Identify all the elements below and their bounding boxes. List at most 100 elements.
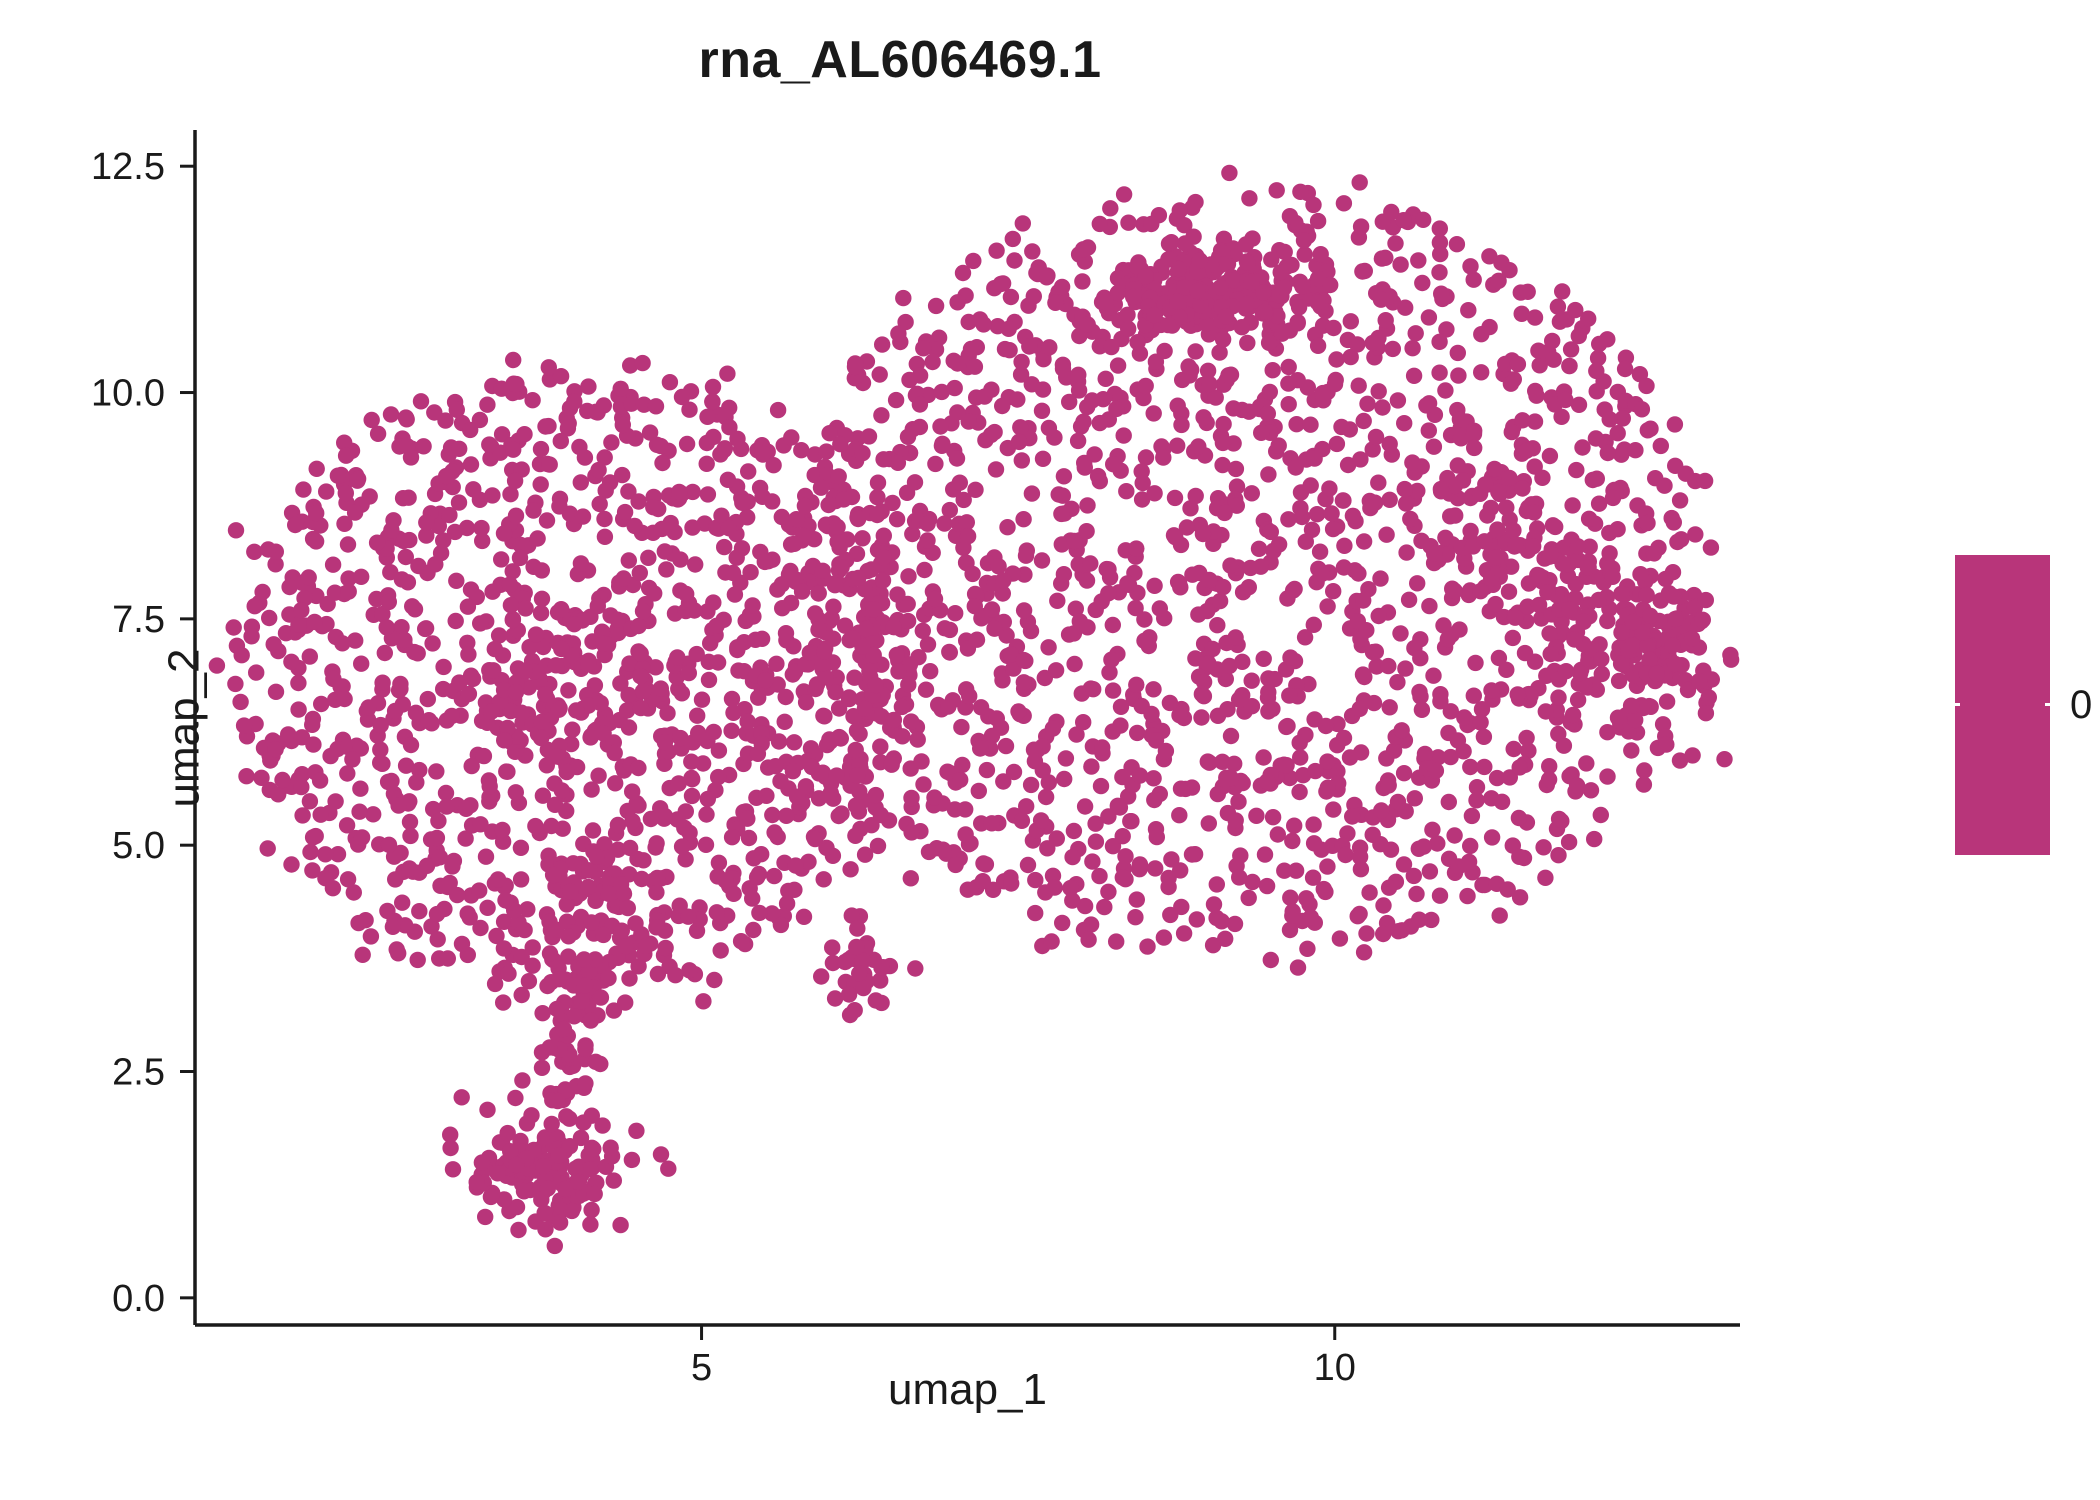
scatter-point [1001,321,1017,337]
scatter-point [451,441,467,457]
scatter-point [1206,896,1222,912]
scatter-point [1520,284,1536,300]
scatter-point [854,445,870,461]
scatter-point [657,543,673,559]
scatter-point [1176,925,1192,941]
scatter-point [465,671,481,687]
scatter-point [534,1005,550,1021]
scatter-point [1355,592,1371,608]
scatter-point [1716,751,1732,767]
scatter-point [1239,255,1255,271]
scatter-point [447,524,463,540]
scatter-point [848,742,864,758]
scatter-point [387,703,403,719]
scatter-point [620,687,636,703]
scatter-point [884,757,900,773]
scatter-point [894,728,910,744]
scatter-point [1115,869,1131,885]
scatter-point [993,276,1009,292]
scatter-point [979,762,995,778]
scatter-point [1398,803,1414,819]
scatter-point [627,518,643,534]
scatter-point [1368,429,1384,445]
scatter-point [1325,521,1341,537]
scatter-point [1588,363,1604,379]
scatter-point [1551,811,1567,827]
scatter-point [603,434,619,450]
scatter-point [385,919,401,935]
scatter-point [1488,549,1504,565]
scatter-point [1074,273,1090,289]
scatter-point [1210,786,1226,802]
scatter-point [1371,383,1387,399]
scatter-point [1066,823,1082,839]
scatter-point [1378,527,1394,543]
scatter-point [401,860,417,876]
scatter-point [1601,545,1617,561]
scatter-point [1623,698,1639,714]
scatter-point [1088,834,1104,850]
scatter-point [1424,822,1440,838]
scatter-point [1703,539,1719,555]
scatter-point [1627,712,1643,728]
scatter-point [1565,707,1581,723]
scatter-point [1325,583,1341,599]
scatter-point [1432,246,1448,262]
svg-text:0.0: 0.0 [112,1278,165,1320]
scatter-point [1526,504,1542,520]
scatter-point [1568,462,1584,478]
scatter-point [1102,569,1118,585]
scatter-point [1292,749,1308,765]
scatter-point [500,966,516,982]
scatter-point [1667,416,1683,432]
scatter-point [868,992,884,1008]
scatter-point [1385,341,1401,357]
scatter-point [919,532,935,548]
scatter-point [1290,315,1306,331]
scatter-point [381,837,397,853]
scatter-point [539,978,555,994]
scatter-point [1333,419,1349,435]
scatter-point [777,714,793,730]
scatter-point [1525,538,1541,554]
scatter-point [724,691,740,707]
scatter-point [1018,798,1034,814]
scatter-point [1105,456,1121,472]
scatter-point [959,514,975,530]
scatter-point [674,685,690,701]
scatter-point [870,475,886,491]
scatter-point [1039,267,1055,283]
scatter-point [1574,439,1590,455]
scatter-point [1528,388,1544,404]
scatter-point [1428,763,1444,779]
scatter-point [1011,434,1027,450]
scatter-point [757,554,773,570]
scatter-point [523,1107,539,1123]
scatter-point [1695,612,1711,628]
scatter-point [1610,710,1626,726]
scatter-point [1146,792,1162,808]
scatter-point [1149,829,1165,845]
scatter-point [1138,378,1154,394]
scatter-point [1447,583,1463,599]
scatter-point [876,528,892,544]
scatter-point [1356,669,1372,685]
scatter-point [1071,382,1087,398]
scatter-point [768,656,784,672]
scatter-point [227,676,243,692]
scatter-point [516,663,532,679]
scatter-point [1253,425,1269,441]
scatter-point [1244,485,1260,501]
scatter-point [267,741,283,757]
scatter-point [1543,546,1559,562]
scatter-point [1260,703,1276,719]
scatter-point [1218,308,1234,324]
scatter-point [1687,526,1703,542]
scatter-point [435,659,451,675]
scatter-point [681,962,697,978]
scatter-point [1418,397,1434,413]
scatter-point [1406,868,1422,884]
scatter-point [1021,338,1037,354]
scatter-point [1588,430,1604,446]
scatter-point [1281,396,1297,412]
